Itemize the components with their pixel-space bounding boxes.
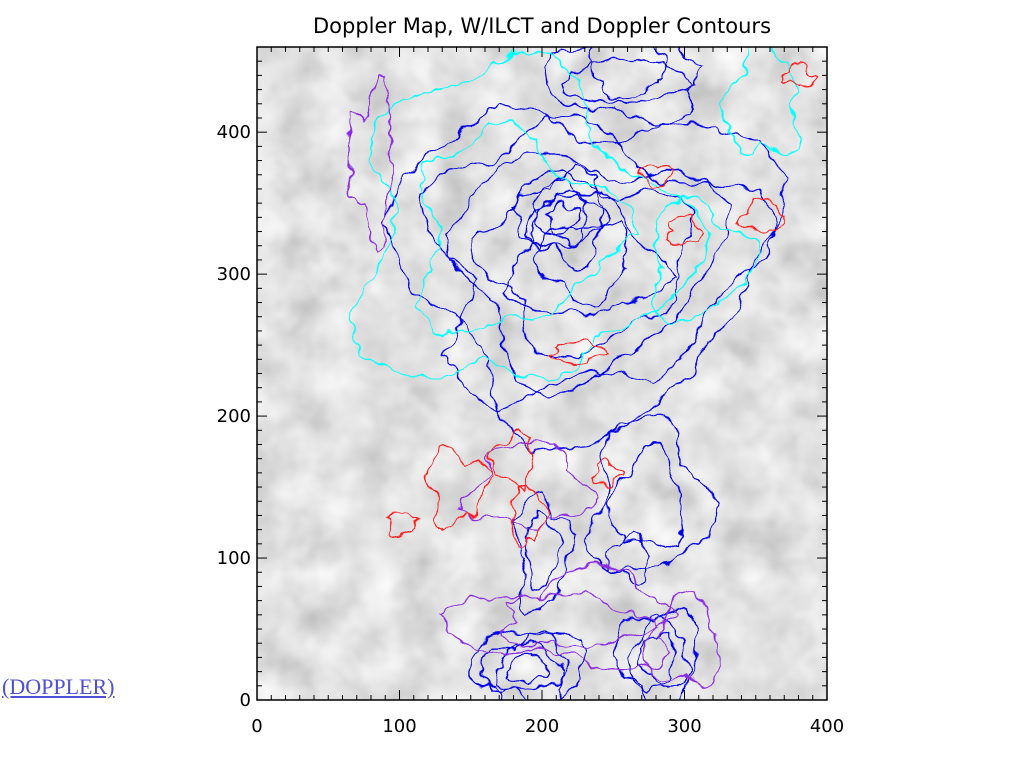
contour-line <box>651 196 760 325</box>
contour-line <box>525 512 562 590</box>
contour-line <box>664 215 707 246</box>
contour-line <box>468 631 587 700</box>
contour-line <box>546 201 583 235</box>
contour-line <box>613 607 698 700</box>
contour-line <box>639 162 673 190</box>
doppler-background <box>257 47 827 700</box>
contour-line <box>417 119 638 334</box>
x-tick-label: 100 <box>382 716 416 737</box>
contour-line <box>602 530 648 586</box>
contour-line <box>514 488 576 618</box>
contour-line <box>436 563 677 672</box>
contour-line <box>593 458 622 484</box>
contour-line <box>502 190 676 317</box>
y-tick-label: 0 <box>240 690 251 711</box>
y-tick-label: 300 <box>217 264 251 285</box>
axis-ticks <box>256 46 828 701</box>
contour-line <box>541 47 704 124</box>
contour-line <box>551 339 612 364</box>
contour-line <box>590 57 668 101</box>
contour-line <box>780 62 818 88</box>
contour-line <box>512 163 604 272</box>
contour-line <box>459 442 599 530</box>
contour-line <box>490 429 534 488</box>
contour-line <box>425 445 493 529</box>
contour-layer <box>347 47 818 700</box>
contour-line <box>585 413 718 572</box>
contour-line <box>498 592 657 648</box>
x-tick-label: 400 <box>810 716 844 737</box>
y-tick-label: 400 <box>217 122 251 143</box>
contour-line <box>348 74 392 253</box>
contour-line <box>607 443 684 550</box>
chart-title: Doppler Map, W/ILCT and Doppler Contours <box>313 14 771 38</box>
contour-line <box>479 631 569 700</box>
contour-line <box>383 105 786 453</box>
contour-line <box>536 188 587 246</box>
contour-line <box>347 50 714 382</box>
contour-line <box>626 614 690 692</box>
contour-line <box>384 510 418 537</box>
x-tick-labels: 0 100 200 300 400 <box>251 716 844 737</box>
x-tick-label: 0 <box>251 716 262 737</box>
contour-line <box>535 220 629 308</box>
contour-line <box>720 47 800 159</box>
contour-line <box>736 198 789 234</box>
y-tick-label: 100 <box>217 548 251 569</box>
contour-line <box>511 482 550 548</box>
contour-line <box>504 652 553 683</box>
x-tick-label: 300 <box>667 716 701 737</box>
contour-line <box>419 116 778 413</box>
y-tick-label: 200 <box>217 406 251 427</box>
doppler-link[interactable]: (DOPPLER) <box>2 674 115 699</box>
contour-line <box>642 591 722 687</box>
y-tick-labels: 0 100 200 300 400 <box>217 122 251 711</box>
x-tick-label: 200 <box>525 716 559 737</box>
